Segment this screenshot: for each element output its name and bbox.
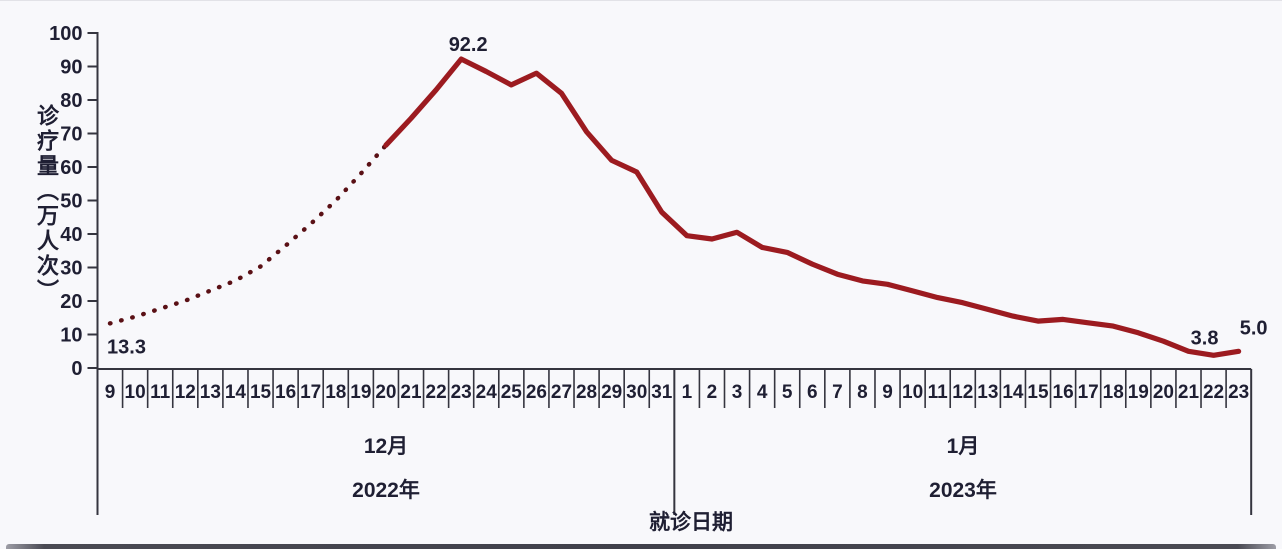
date-label: 15 bbox=[250, 382, 272, 403]
date-label: 23 bbox=[1228, 382, 1249, 403]
date-label: 27 bbox=[551, 382, 572, 403]
date-label: 28 bbox=[576, 382, 597, 403]
date-label: 11 bbox=[150, 382, 171, 403]
date-label: 9 bbox=[882, 382, 893, 403]
y-tick-label: 80 bbox=[60, 90, 82, 112]
y-tick-label: 10 bbox=[60, 325, 82, 347]
date-labels: 9 10 11 12 13 14 15 16 17 18 19 20 21 22 23 24 25 26 27 28 2… bbox=[105, 382, 1249, 403]
annotation-label: 3.8 bbox=[1191, 327, 1219, 349]
date-label: 29 bbox=[601, 382, 622, 403]
date-label: 30 bbox=[626, 382, 647, 403]
y-axis-ticks: 0 10 20 30 40 50 60 70 80 90 100 bbox=[49, 23, 98, 380]
y-tick-label: 100 bbox=[49, 23, 82, 45]
date-label: 19 bbox=[1128, 382, 1149, 403]
date-label: 3 bbox=[732, 382, 743, 403]
date-label: 21 bbox=[400, 382, 422, 403]
date-label: 15 bbox=[1027, 382, 1049, 403]
date-label: 14 bbox=[1002, 382, 1024, 403]
y-tick-label: 50 bbox=[60, 191, 82, 213]
date-label: 10 bbox=[902, 382, 923, 403]
date-label: 25 bbox=[501, 382, 523, 403]
date-label: 16 bbox=[275, 382, 296, 403]
y-tick-label: 40 bbox=[60, 224, 82, 246]
x-axis-title: 就诊日期 bbox=[649, 511, 733, 534]
y-tick-label: 20 bbox=[60, 291, 82, 313]
date-label: 23 bbox=[451, 382, 472, 403]
y-tick-label: 90 bbox=[60, 57, 82, 79]
date-label: 17 bbox=[300, 382, 321, 403]
annotation-label: 5.0 bbox=[1240, 317, 1268, 339]
date-label: 8 bbox=[857, 382, 868, 403]
date-label: 22 bbox=[1203, 382, 1224, 403]
date-label: 6 bbox=[807, 382, 818, 403]
date-label: 26 bbox=[526, 382, 547, 403]
series-line-solid bbox=[383, 56, 1242, 358]
date-label: 2 bbox=[707, 382, 718, 403]
date-label: 17 bbox=[1078, 382, 1099, 403]
date-label: 12 bbox=[952, 382, 973, 403]
date-label: 12 bbox=[175, 382, 196, 403]
date-label: 16 bbox=[1053, 382, 1074, 403]
date-label: 19 bbox=[350, 382, 371, 403]
date-label: 1 bbox=[682, 382, 693, 403]
date-label: 7 bbox=[832, 382, 843, 403]
date-label: 18 bbox=[1103, 382, 1124, 403]
date-label: 13 bbox=[200, 382, 221, 403]
series-line-dotted bbox=[107, 143, 389, 326]
date-cell-separators bbox=[121, 369, 1253, 515]
date-label: 20 bbox=[1153, 382, 1174, 403]
date-label: 21 bbox=[1178, 382, 1200, 403]
bottom-window-edge bbox=[6, 544, 1276, 549]
date-label: 5 bbox=[782, 382, 793, 403]
data-annotations: 13.3 92.2 3.8 5.0 bbox=[107, 34, 1268, 358]
date-label: 13 bbox=[977, 382, 998, 403]
date-label: 20 bbox=[375, 382, 396, 403]
date-label: 9 bbox=[105, 382, 116, 403]
y-tick-label: 70 bbox=[60, 124, 82, 146]
date-label: 18 bbox=[325, 382, 346, 403]
date-label: 22 bbox=[426, 382, 447, 403]
y-tick-label: 0 bbox=[71, 358, 82, 380]
y-axis-title: 诊疗量（万人次） bbox=[34, 104, 59, 304]
date-label: 24 bbox=[476, 382, 498, 403]
month-label-january: 1月 bbox=[946, 435, 980, 458]
annotation-label: 92.2 bbox=[449, 34, 488, 56]
date-label: 14 bbox=[225, 382, 247, 403]
year-label-2022: 2022年 bbox=[352, 479, 420, 502]
year-label-2023: 2023年 bbox=[929, 479, 997, 502]
date-label: 10 bbox=[125, 382, 146, 403]
y-tick-label: 30 bbox=[60, 258, 82, 280]
date-label: 11 bbox=[928, 382, 949, 403]
date-label: 4 bbox=[757, 382, 768, 403]
date-label: 31 bbox=[651, 382, 673, 403]
annotation-label: 13.3 bbox=[107, 336, 146, 358]
y-tick-label: 60 bbox=[60, 157, 82, 179]
month-label-december: 12月 bbox=[363, 435, 409, 458]
